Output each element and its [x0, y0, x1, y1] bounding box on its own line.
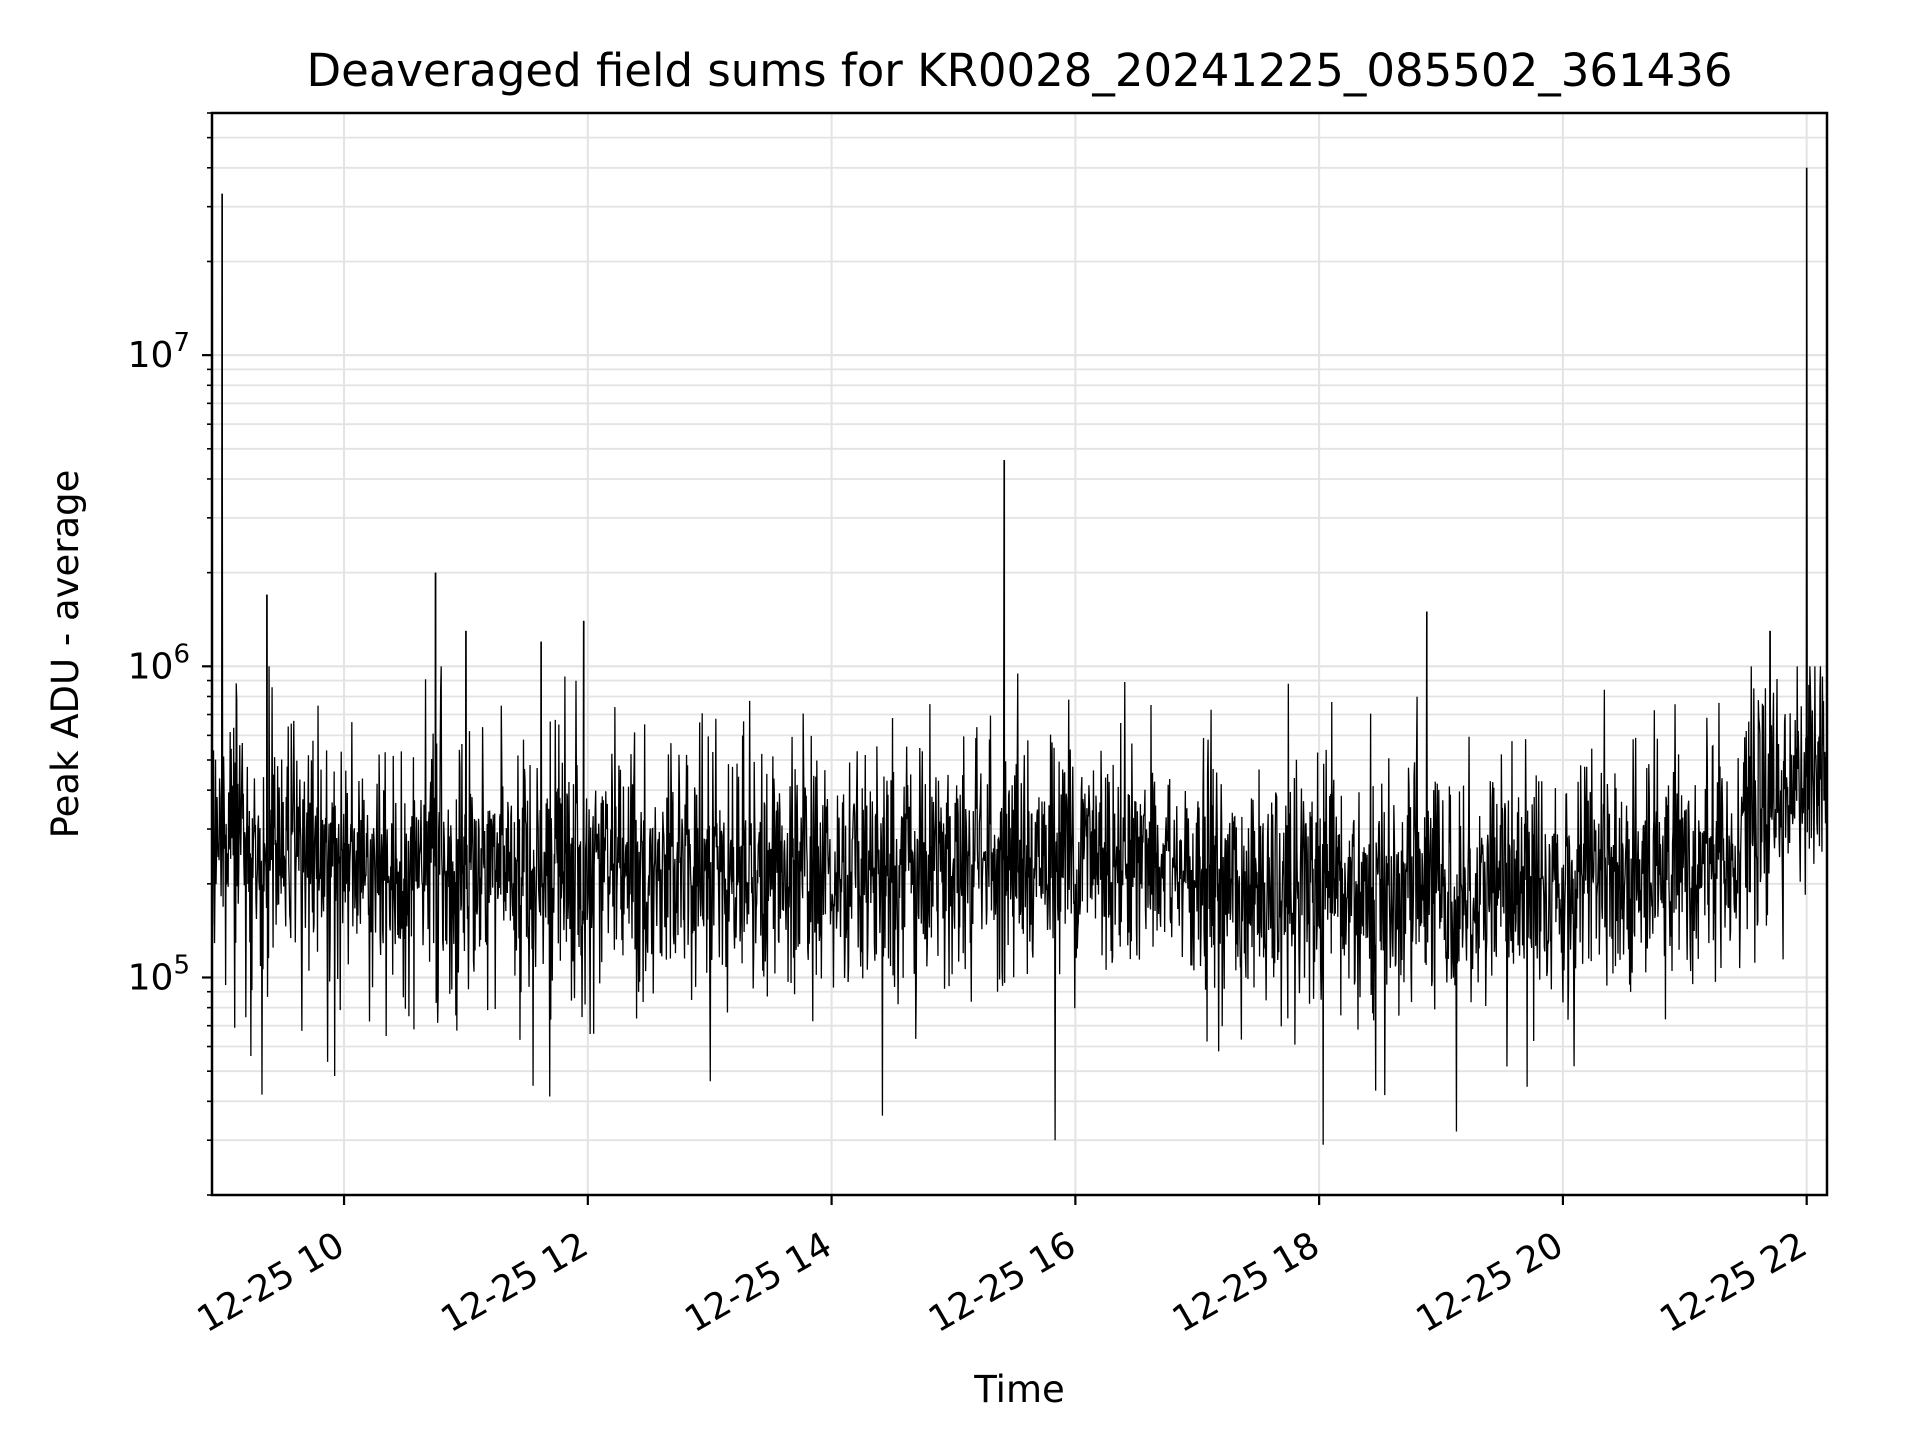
- y-axis-ticks: 105 106 107: [128, 112, 212, 1196]
- y-axis-label: Peak ADU - average: [44, 470, 87, 839]
- x-axis-ticks: 12-25 10 12-25 12 12-25 14 12-25 16 12-25 18…: [191, 1195, 1814, 1341]
- x-tick-label: 12-25 10: [191, 1224, 352, 1340]
- y-tick-label: 107: [128, 328, 190, 376]
- grid-lines: [212, 112, 1827, 1196]
- y-tick-label: 106: [128, 639, 190, 687]
- x-tick-label: 12-25 16: [922, 1224, 1083, 1340]
- x-tick-label: 12-25 12: [434, 1224, 595, 1340]
- plot-frame: [210, 111, 1829, 1197]
- x-tick-label: 12-25 14: [678, 1224, 839, 1340]
- x-tick-label: 12-25 18: [1166, 1224, 1327, 1340]
- series-line: [211, 167, 1828, 1145]
- chart-title: Deaveraged field sums for KR0028_2024122…: [307, 44, 1733, 97]
- data-series: [211, 167, 1828, 1145]
- y-tick-label: 105: [128, 950, 190, 998]
- x-axis-label: Time: [973, 1368, 1065, 1411]
- x-tick-label: 12-25 22: [1653, 1224, 1814, 1340]
- x-tick-label: 12-25 20: [1410, 1224, 1571, 1340]
